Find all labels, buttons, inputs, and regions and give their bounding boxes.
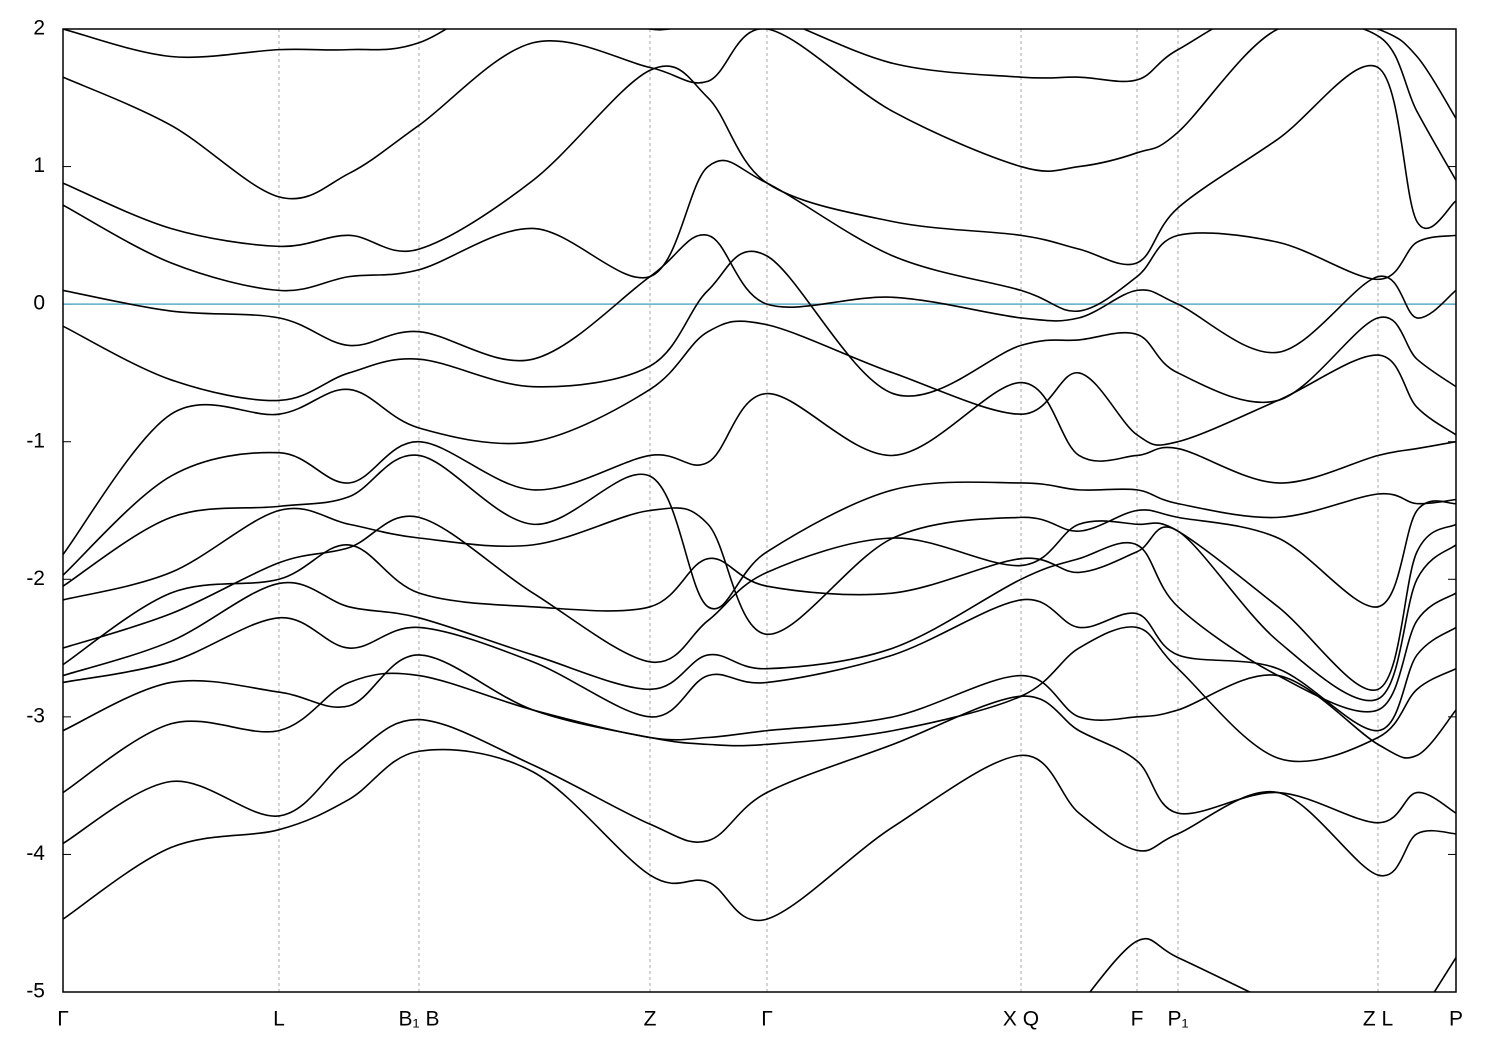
x-tick-label: L <box>273 1008 285 1031</box>
x-tick-label: Γ <box>761 1008 773 1031</box>
band-line <box>63 598 1456 732</box>
band-line <box>63 64 1456 266</box>
band-line <box>1088 937 1456 992</box>
band-line <box>63 500 1456 636</box>
band-line <box>63 234 1456 362</box>
band-line <box>63 29 1456 200</box>
x-tick-label: X Q <box>1003 1008 1039 1031</box>
y-tick-label: 0 <box>33 292 45 315</box>
y-tick-label: 2 <box>33 17 45 40</box>
x-tick-label: P₁ <box>1167 1008 1188 1031</box>
band-line <box>63 526 1456 702</box>
band-line <box>63 515 1456 691</box>
band-line <box>63 454 1456 610</box>
x-tick-label: Z <box>644 1008 657 1031</box>
band-line <box>63 695 1456 845</box>
band-line <box>63 29 1456 119</box>
x-tick-label: P <box>1449 1008 1463 1031</box>
band-line <box>63 381 1456 576</box>
band-line <box>63 250 1456 404</box>
y-tick-label: -5 <box>26 980 45 1003</box>
x-tick-label: F <box>1131 1008 1144 1031</box>
x-tick-label: B₁ B <box>399 1008 440 1031</box>
y-tick-label: -1 <box>26 429 45 452</box>
band-line <box>63 541 1456 713</box>
y-tick-label: -3 <box>26 704 45 727</box>
y-tick-label: -4 <box>26 842 45 865</box>
plot-area <box>63 29 1456 992</box>
plot-frame <box>62 28 1457 993</box>
y-tick-label: 1 <box>33 154 45 177</box>
y-tick-label: -2 <box>26 567 45 590</box>
x-tick-label: Z L <box>1363 1008 1393 1031</box>
x-tick-label: Γ <box>57 1008 69 1031</box>
band-line <box>63 626 1456 763</box>
